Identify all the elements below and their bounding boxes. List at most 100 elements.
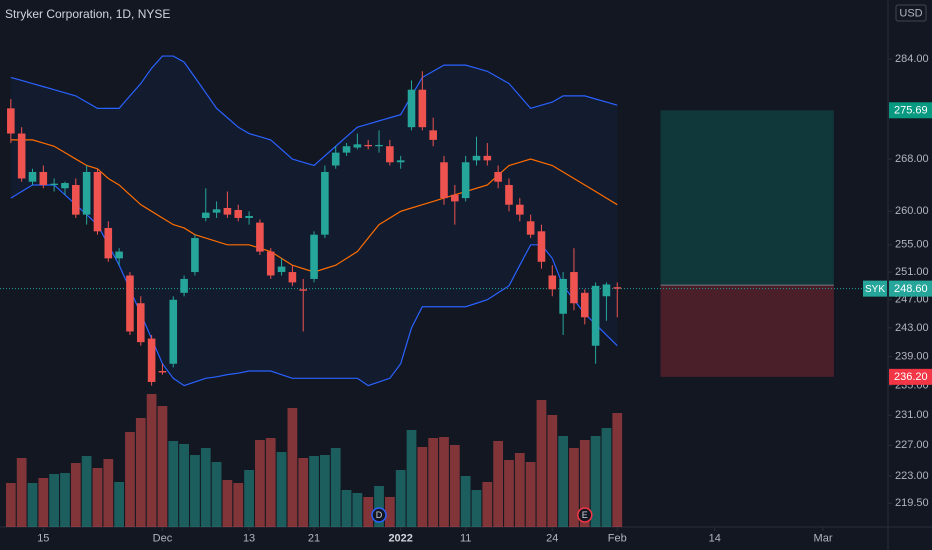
- volume-bar: [5, 483, 16, 527]
- candle-body: [494, 171, 502, 182]
- volume-bar: [103, 459, 114, 527]
- y-tick-label: 251.00: [895, 266, 929, 278]
- candle-body: [115, 251, 123, 259]
- volume-bar: [70, 463, 81, 527]
- candle-body: [126, 275, 134, 332]
- volume-bar: [428, 438, 439, 527]
- volume-bar: [525, 462, 536, 527]
- candle-body: [440, 162, 448, 199]
- candle-body: [418, 89, 427, 128]
- volume-bar: [569, 448, 579, 527]
- volume-bar: [547, 415, 558, 527]
- profit-zone: [660, 110, 834, 286]
- candle-body: [234, 209, 243, 218]
- y-tick-label: 227.00: [895, 439, 929, 451]
- volume-bar: [449, 445, 460, 527]
- volume-bar: [590, 436, 601, 527]
- y-tick-label: 223.00: [895, 470, 929, 482]
- volume-bar: [298, 458, 309, 527]
- x-tick-label: Feb: [608, 532, 627, 544]
- volume-bar: [16, 458, 27, 527]
- currency[interactable]: USD: [899, 7, 922, 19]
- volume-bar: [287, 408, 298, 527]
- candle-body: [201, 212, 210, 218]
- target-label: 275.69: [894, 105, 928, 117]
- event-marker[interactable]: [577, 507, 593, 523]
- event-label: D: [376, 510, 383, 520]
- candle-body: [461, 162, 470, 199]
- upper-band: [10, 55, 618, 167]
- stop-label-box: [889, 368, 932, 385]
- y-tick-label: 260.00: [895, 205, 929, 217]
- volume-bar: [493, 441, 504, 527]
- volume-bar: [439, 437, 449, 527]
- x-tick-label: 15: [37, 532, 49, 544]
- candle-body: [429, 130, 437, 140]
- candle-body: [472, 155, 481, 161]
- candle-body: [50, 183, 58, 185]
- y-tick-label: 247.00: [895, 294, 929, 306]
- candle-body: [386, 146, 394, 163]
- x-tick-label: 11: [460, 532, 471, 544]
- candle-body: [537, 231, 546, 262]
- candle-body: [17, 133, 26, 179]
- x-tick-label: Dec: [153, 532, 173, 544]
- volume-bar: [374, 486, 384, 527]
- volume-bar: [190, 455, 200, 527]
- volume-bar: [92, 468, 103, 527]
- currency-box[interactable]: [895, 4, 927, 22]
- candle-body: [516, 204, 524, 215]
- candle-body: [331, 152, 340, 166]
- candle-body: [169, 299, 178, 364]
- volume-bar: [125, 432, 135, 527]
- candle-body: [396, 160, 405, 163]
- event-marker[interactable]: [371, 507, 387, 523]
- volume-bar: [211, 462, 222, 527]
- candle-body: [7, 108, 15, 134]
- last-price-label-box: [889, 280, 932, 297]
- volume-bar: [157, 406, 168, 527]
- candle-body: [147, 338, 156, 382]
- last-price-label: 248.60: [894, 283, 928, 295]
- candle-body: [212, 209, 221, 213]
- band-fill: [10, 56, 618, 386]
- x-tick-label: 24: [546, 532, 558, 544]
- volume-bar: [168, 441, 179, 527]
- volume-bar: [200, 448, 211, 527]
- volume-bar: [384, 497, 395, 527]
- volume-bar: [146, 394, 157, 527]
- candle-body: [526, 221, 535, 235]
- candle-body: [158, 371, 167, 373]
- volume-bar: [536, 400, 547, 527]
- candle-body: [39, 171, 48, 185]
- volume-bar: [395, 470, 406, 527]
- volume-bar: [49, 474, 60, 527]
- volume-bar: [471, 490, 482, 527]
- volume-bar: [276, 452, 287, 527]
- y-tick-label: 231.00: [895, 409, 929, 421]
- symbol-box: [863, 280, 887, 297]
- candle-body: [180, 278, 188, 293]
- candle-body: [451, 194, 459, 202]
- y-tick-label: 284.00: [895, 53, 929, 65]
- y-tick-label: 255.00: [895, 239, 929, 251]
- volume-bar: [244, 470, 254, 527]
- candle-body: [353, 144, 362, 148]
- candle-body: [364, 144, 372, 147]
- volume-bar: [60, 473, 70, 527]
- volume-bar: [514, 453, 525, 527]
- volume-bar: [579, 440, 590, 527]
- candle-body: [505, 184, 513, 205]
- candle-body: [245, 215, 253, 218]
- volume-bar: [601, 428, 612, 527]
- x-tick-label: 2022: [388, 532, 412, 544]
- volume-bar: [341, 490, 352, 527]
- target-label-box: [889, 102, 932, 119]
- candle-body: [288, 272, 297, 283]
- chart-title: Stryker Corporation, 1D, NYSE: [5, 7, 170, 21]
- x-tick-label: 13: [243, 532, 255, 544]
- candle-body: [93, 171, 102, 232]
- y-tick-label: 243.00: [895, 322, 929, 334]
- volume-bar: [558, 436, 568, 527]
